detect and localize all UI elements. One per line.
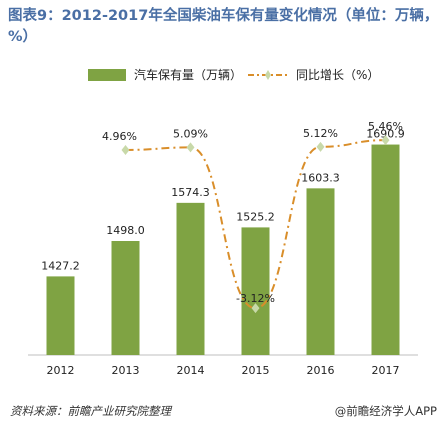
bar-label-2016: 1603.3 <box>301 171 340 184</box>
bar-2017 <box>371 144 400 355</box>
growth-marker-2014 <box>186 142 195 153</box>
chart-title: 图表9：2012-2017年全国柴油车保有量变化情况（单位：万辆，%） <box>8 8 439 45</box>
legend-item-line: 同比增长（%） <box>248 66 379 83</box>
legend-item-bar: 汽车保有量（万辆） <box>88 66 242 83</box>
bar-2016 <box>306 188 335 355</box>
bar-2013 <box>111 241 140 355</box>
x-tick-2015: 2015 <box>242 364 270 377</box>
growth-marker-2016 <box>316 141 325 152</box>
growth-marker-2015 <box>251 303 260 314</box>
brand-credit: @前瞻经济学人APP <box>334 404 437 418</box>
legend-line-swatch <box>248 69 288 80</box>
x-tick-2014: 2014 <box>177 364 205 377</box>
growth-marker-2013 <box>121 144 130 155</box>
x-tick-2016: 2016 <box>307 364 335 377</box>
x-tick-2012: 2012 <box>47 364 75 377</box>
x-tick-2013: 2013 <box>112 364 140 377</box>
chart-plot: 1427.2 2012 1498.0 2013 1574.3 2014 1525.2 2015… <box>28 120 418 377</box>
bar-2012 <box>46 276 75 355</box>
x-tick-2017: 2017 <box>372 364 400 377</box>
bar-label-2012: 1427.2 <box>41 259 80 272</box>
bar-label-2015: 1525.2 <box>236 210 275 223</box>
bar-label-2017: 1690.9 <box>366 128 405 141</box>
bar-2015 <box>241 227 270 355</box>
legend-line-label: 同比增长（%） <box>296 68 380 82</box>
growth-label-2014: 5.09% <box>173 127 208 140</box>
bar-2014 <box>176 202 205 355</box>
legend: 汽车保有量（万辆） 同比增长（%） <box>0 66 447 86</box>
legend-bar-label: 汽车保有量（万辆） <box>134 68 243 82</box>
bar-label-2013: 1498.0 <box>106 224 145 237</box>
growth-label-2013: 4.96% <box>102 130 137 143</box>
growth-marker-2017 <box>381 135 390 146</box>
growth-label-2016: 5.12% <box>303 127 338 140</box>
bar-label-2014: 1574.3 <box>171 186 210 199</box>
growth-label-2017: 5.46% <box>368 120 403 133</box>
legend-bar-swatch <box>88 68 126 81</box>
source-note: 资料来源：前瞻产业研究院整理 <box>10 404 171 418</box>
growth-label-2015: -3.12% <box>236 292 275 305</box>
footer: 资料来源：前瞻产业研究院整理 @前瞻经济学人APP <box>0 400 447 422</box>
